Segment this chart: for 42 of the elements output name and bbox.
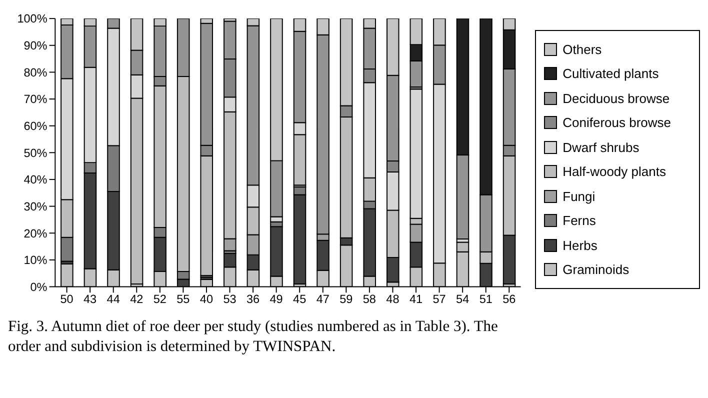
x-tick-label: 41 bbox=[409, 292, 423, 306]
y-tick-label: 60% bbox=[24, 120, 48, 134]
y-tick-label: 0% bbox=[30, 280, 48, 294]
x-tick-label: 55 bbox=[176, 292, 190, 306]
legend-label: Herbs bbox=[562, 238, 598, 253]
caption: Fig. 3. Autumn diet of roe deer per study (studies numbered as in Table 3). The order and subdivision is determined by TWINSPAN. bbox=[8, 317, 499, 357]
legend-label: Deciduous browse bbox=[562, 90, 670, 106]
x-tick-label: 57 bbox=[432, 292, 446, 306]
legend-label: Dwarf shrubs bbox=[562, 140, 640, 155]
x-tick-label: 51 bbox=[479, 292, 492, 306]
legend-label: Fungi bbox=[562, 188, 596, 204]
y-tick-label: 70% bbox=[24, 93, 48, 106]
legend-label: Others bbox=[562, 42, 602, 57]
x-tick-label: 42 bbox=[130, 292, 144, 306]
x-tick-label: 52 bbox=[153, 292, 166, 306]
x-tick-label: 43 bbox=[84, 292, 98, 306]
x-tick-label: 59 bbox=[340, 292, 353, 306]
legend-label: Graminoids bbox=[562, 262, 630, 278]
x-tick-label: 53 bbox=[223, 292, 237, 306]
x-tick-label: 54 bbox=[456, 292, 470, 306]
x-tick-label: 56 bbox=[502, 292, 516, 306]
y-tick-label: 90% bbox=[24, 40, 48, 53]
x-tick-label: 44 bbox=[106, 292, 120, 306]
x-tick-label: 45 bbox=[293, 292, 307, 306]
x-tick-label: 48 bbox=[386, 292, 400, 306]
legend-label: Ferns bbox=[562, 213, 596, 228]
y-tick-label: 80% bbox=[24, 66, 48, 80]
x-tick-label: 47 bbox=[316, 292, 330, 306]
y-tick-label: 40% bbox=[24, 174, 48, 187]
x-tick-label: 58 bbox=[362, 292, 376, 306]
x-tick-label: 40 bbox=[200, 292, 214, 306]
y-tick-label: 50% bbox=[24, 146, 48, 160]
y-tick-label: 10% bbox=[24, 254, 48, 268]
x-tick-label: 49 bbox=[270, 292, 283, 306]
legend-label: Coniferous browse bbox=[562, 115, 672, 130]
x-tick-label: 36 bbox=[246, 292, 260, 306]
legend-label: Half-woody plants bbox=[562, 164, 666, 180]
y-tick-label: 20% bbox=[24, 227, 48, 240]
y-tick-label: 30% bbox=[24, 200, 48, 214]
legend-label: Cultivated plants bbox=[562, 66, 659, 82]
x-tick-label: 50 bbox=[60, 292, 74, 306]
y-tick-label: 100% bbox=[17, 12, 48, 26]
